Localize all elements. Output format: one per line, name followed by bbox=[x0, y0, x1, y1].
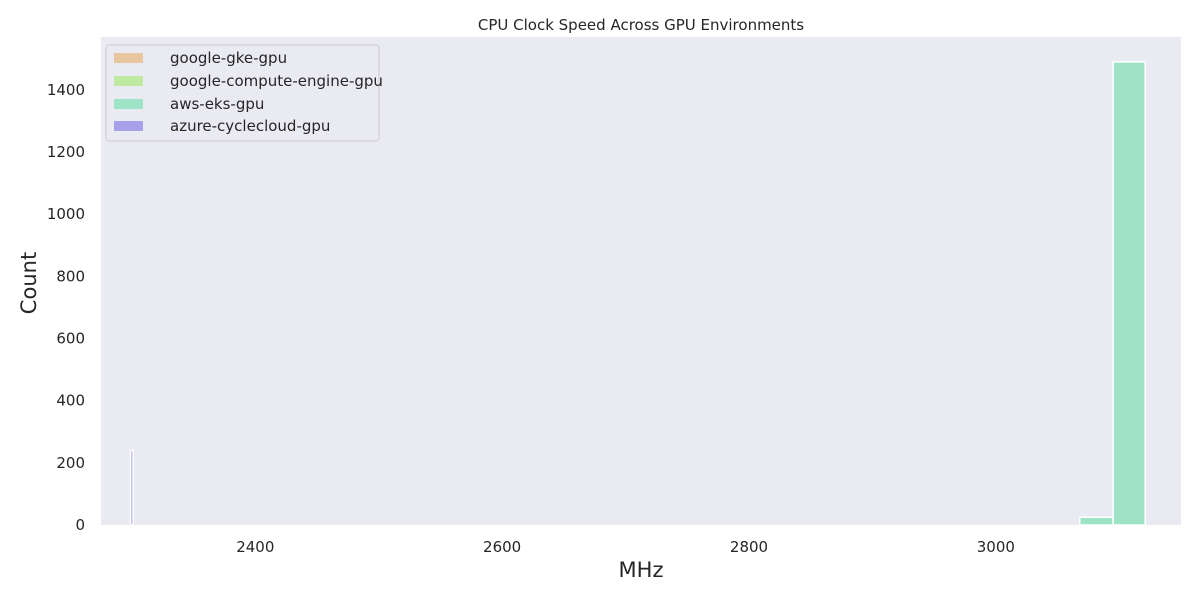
x-tick-label-2800: 2800 bbox=[730, 538, 768, 556]
bar-aws-eks-gpu-1 bbox=[1112, 61, 1146, 526]
legend-swatch-google-gke-gpu bbox=[114, 53, 143, 63]
y-tick-label-1400: 1400 bbox=[47, 81, 85, 99]
x-axis-label: MHz bbox=[619, 558, 664, 582]
chart-title: CPU Clock Speed Across GPU Environments bbox=[478, 16, 804, 34]
y-tick-label-0: 0 bbox=[75, 516, 85, 534]
y-tick-label-600: 600 bbox=[56, 330, 85, 348]
y-tick-labels: 0 200 400 600 800 1000 1200 1400 bbox=[47, 81, 85, 534]
legend-swatch-google-compute-engine-gpu bbox=[114, 76, 143, 86]
legend-label-azure-cyclecloud-gpu: azure-cyclecloud-gpu bbox=[170, 117, 330, 135]
x-tick-labels: 2400 2600 2800 3000 bbox=[236, 538, 1015, 556]
y-axis-label: Count bbox=[17, 252, 41, 314]
y-tick-label-400: 400 bbox=[56, 392, 85, 410]
legend-label-google-compute-engine-gpu: google-compute-engine-gpu bbox=[170, 72, 383, 90]
y-tick-label-200: 200 bbox=[56, 454, 85, 472]
legend-swatch-azure-cyclecloud-gpu bbox=[114, 121, 143, 131]
x-tick-label-3000: 3000 bbox=[977, 538, 1015, 556]
legend-swatch-aws-eks-gpu bbox=[114, 99, 143, 109]
y-tick-label-1200: 1200 bbox=[47, 143, 85, 161]
bar-azure-cyclecloud-gpu-0 bbox=[129, 449, 134, 526]
legend-label-google-gke-gpu: google-gke-gpu bbox=[170, 49, 287, 67]
legend: google-gke-gpu google-compute-engine-gpu… bbox=[105, 44, 383, 142]
y-tick-label-1000: 1000 bbox=[47, 205, 85, 223]
legend-label-aws-eks-gpu: aws-eks-gpu bbox=[170, 95, 264, 113]
legend-box bbox=[105, 44, 380, 142]
y-tick-label-800: 800 bbox=[56, 267, 85, 285]
bars-layer bbox=[129, 61, 1146, 526]
x-tick-label-2400: 2400 bbox=[236, 538, 274, 556]
bar-aws-eks-gpu-0 bbox=[1079, 516, 1114, 526]
x-tick-label-2600: 2600 bbox=[483, 538, 521, 556]
